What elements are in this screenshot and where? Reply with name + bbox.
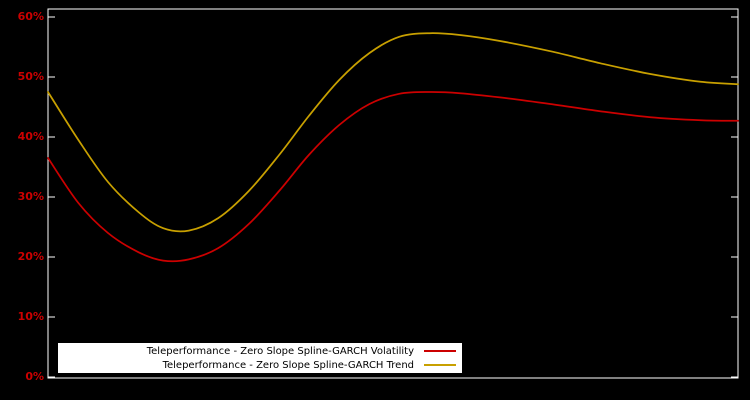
y-tick-label: 0% xyxy=(25,370,44,383)
y-tick-label: 20% xyxy=(17,250,44,263)
legend-label-trend: Teleperformance - Zero Slope Spline-GARC… xyxy=(162,359,414,371)
y-tick-label: 40% xyxy=(17,130,44,143)
y-tick-label: 30% xyxy=(17,190,44,203)
legend-label-volatility: Teleperformance - Zero Slope Spline-GARC… xyxy=(146,345,414,357)
legend-item-trend: Teleperformance - Zero Slope Spline-GARC… xyxy=(64,358,456,372)
legend-line-sample-yellow xyxy=(424,364,456,366)
y-tick-label: 10% xyxy=(17,310,44,323)
y-tick-label: 60% xyxy=(17,10,44,23)
y-tick-label: 50% xyxy=(17,70,44,83)
legend-line-sample-red xyxy=(424,350,456,352)
legend: Teleperformance - Zero Slope Spline-GARC… xyxy=(58,343,462,373)
legend-item-volatility: Teleperformance - Zero Slope Spline-GARC… xyxy=(64,344,456,358)
